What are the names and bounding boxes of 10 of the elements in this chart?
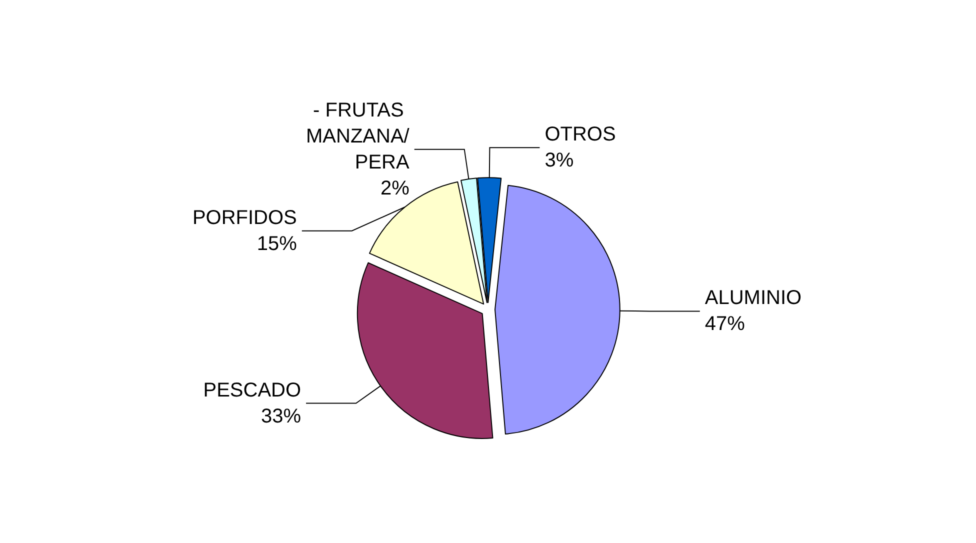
data-label: 2% xyxy=(380,177,410,200)
data-label: 47% xyxy=(704,313,746,336)
data-label: 15% xyxy=(256,232,298,255)
slice-label: PORFIDOS xyxy=(192,206,297,229)
data-label: 3% xyxy=(544,150,574,172)
slice-label: ALUMINIO xyxy=(704,287,802,310)
slice-label: - FRUTAS MANZANA/PERA xyxy=(306,99,410,174)
slice-label: OTROS xyxy=(544,124,616,146)
data-label: 33% xyxy=(261,405,302,428)
slice-label: PESCADO xyxy=(203,379,302,402)
